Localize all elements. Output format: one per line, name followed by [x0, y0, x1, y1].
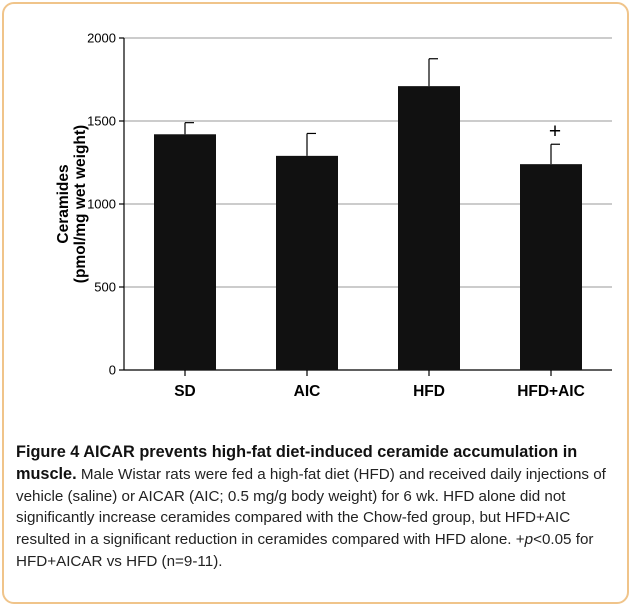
y-tick-label-3: 1500: [87, 114, 116, 129]
y-axis-title: Ceramides(pmol/mg wet weight): [55, 125, 89, 283]
caption-body-1: Male Wistar rats were fed a high-fat die…: [16, 465, 606, 549]
y-tick-label-1: 500: [94, 280, 116, 295]
bar-2: [398, 86, 460, 370]
caption-title: Figure 4 AICAR prevents high-fat diet-in…: [16, 443, 578, 483]
y-axis-title-line-1: (pmol/mg wet weight): [72, 125, 89, 283]
y-tick-label-4: 2000: [87, 31, 116, 46]
y-axis-title-line-0: Ceramides: [55, 164, 72, 243]
x-tick-label-1: AIC: [294, 383, 321, 400]
significance-marker-3: +: [549, 120, 561, 143]
bar-0: [154, 134, 216, 370]
bar-1: [276, 155, 338, 370]
chart-area: 0 500 1000 1500 2000 Ceramides(pmol/mg wet we…: [4, 4, 631, 424]
y-tick-label-0: 0: [109, 363, 116, 378]
bar-chart: 0 500 1000 1500 2000 Ceramides(pmol/mg wet we…: [55, 31, 612, 400]
y-tick-label-2: 1000: [87, 197, 116, 212]
figure-caption: Figure 4 AICAR prevents high-fat diet-in…: [16, 442, 616, 573]
caption-p-symbol: p: [524, 531, 534, 549]
caption-body-2: <0.05 for HFD+AICAR vs HFD (n=9-11).: [16, 531, 594, 570]
x-tick-label-0: SD: [174, 383, 196, 400]
x-tick-label-2: HFD: [413, 383, 445, 400]
bar-3: [520, 164, 582, 370]
x-tick-label-3: HFD+AIC: [517, 383, 585, 400]
